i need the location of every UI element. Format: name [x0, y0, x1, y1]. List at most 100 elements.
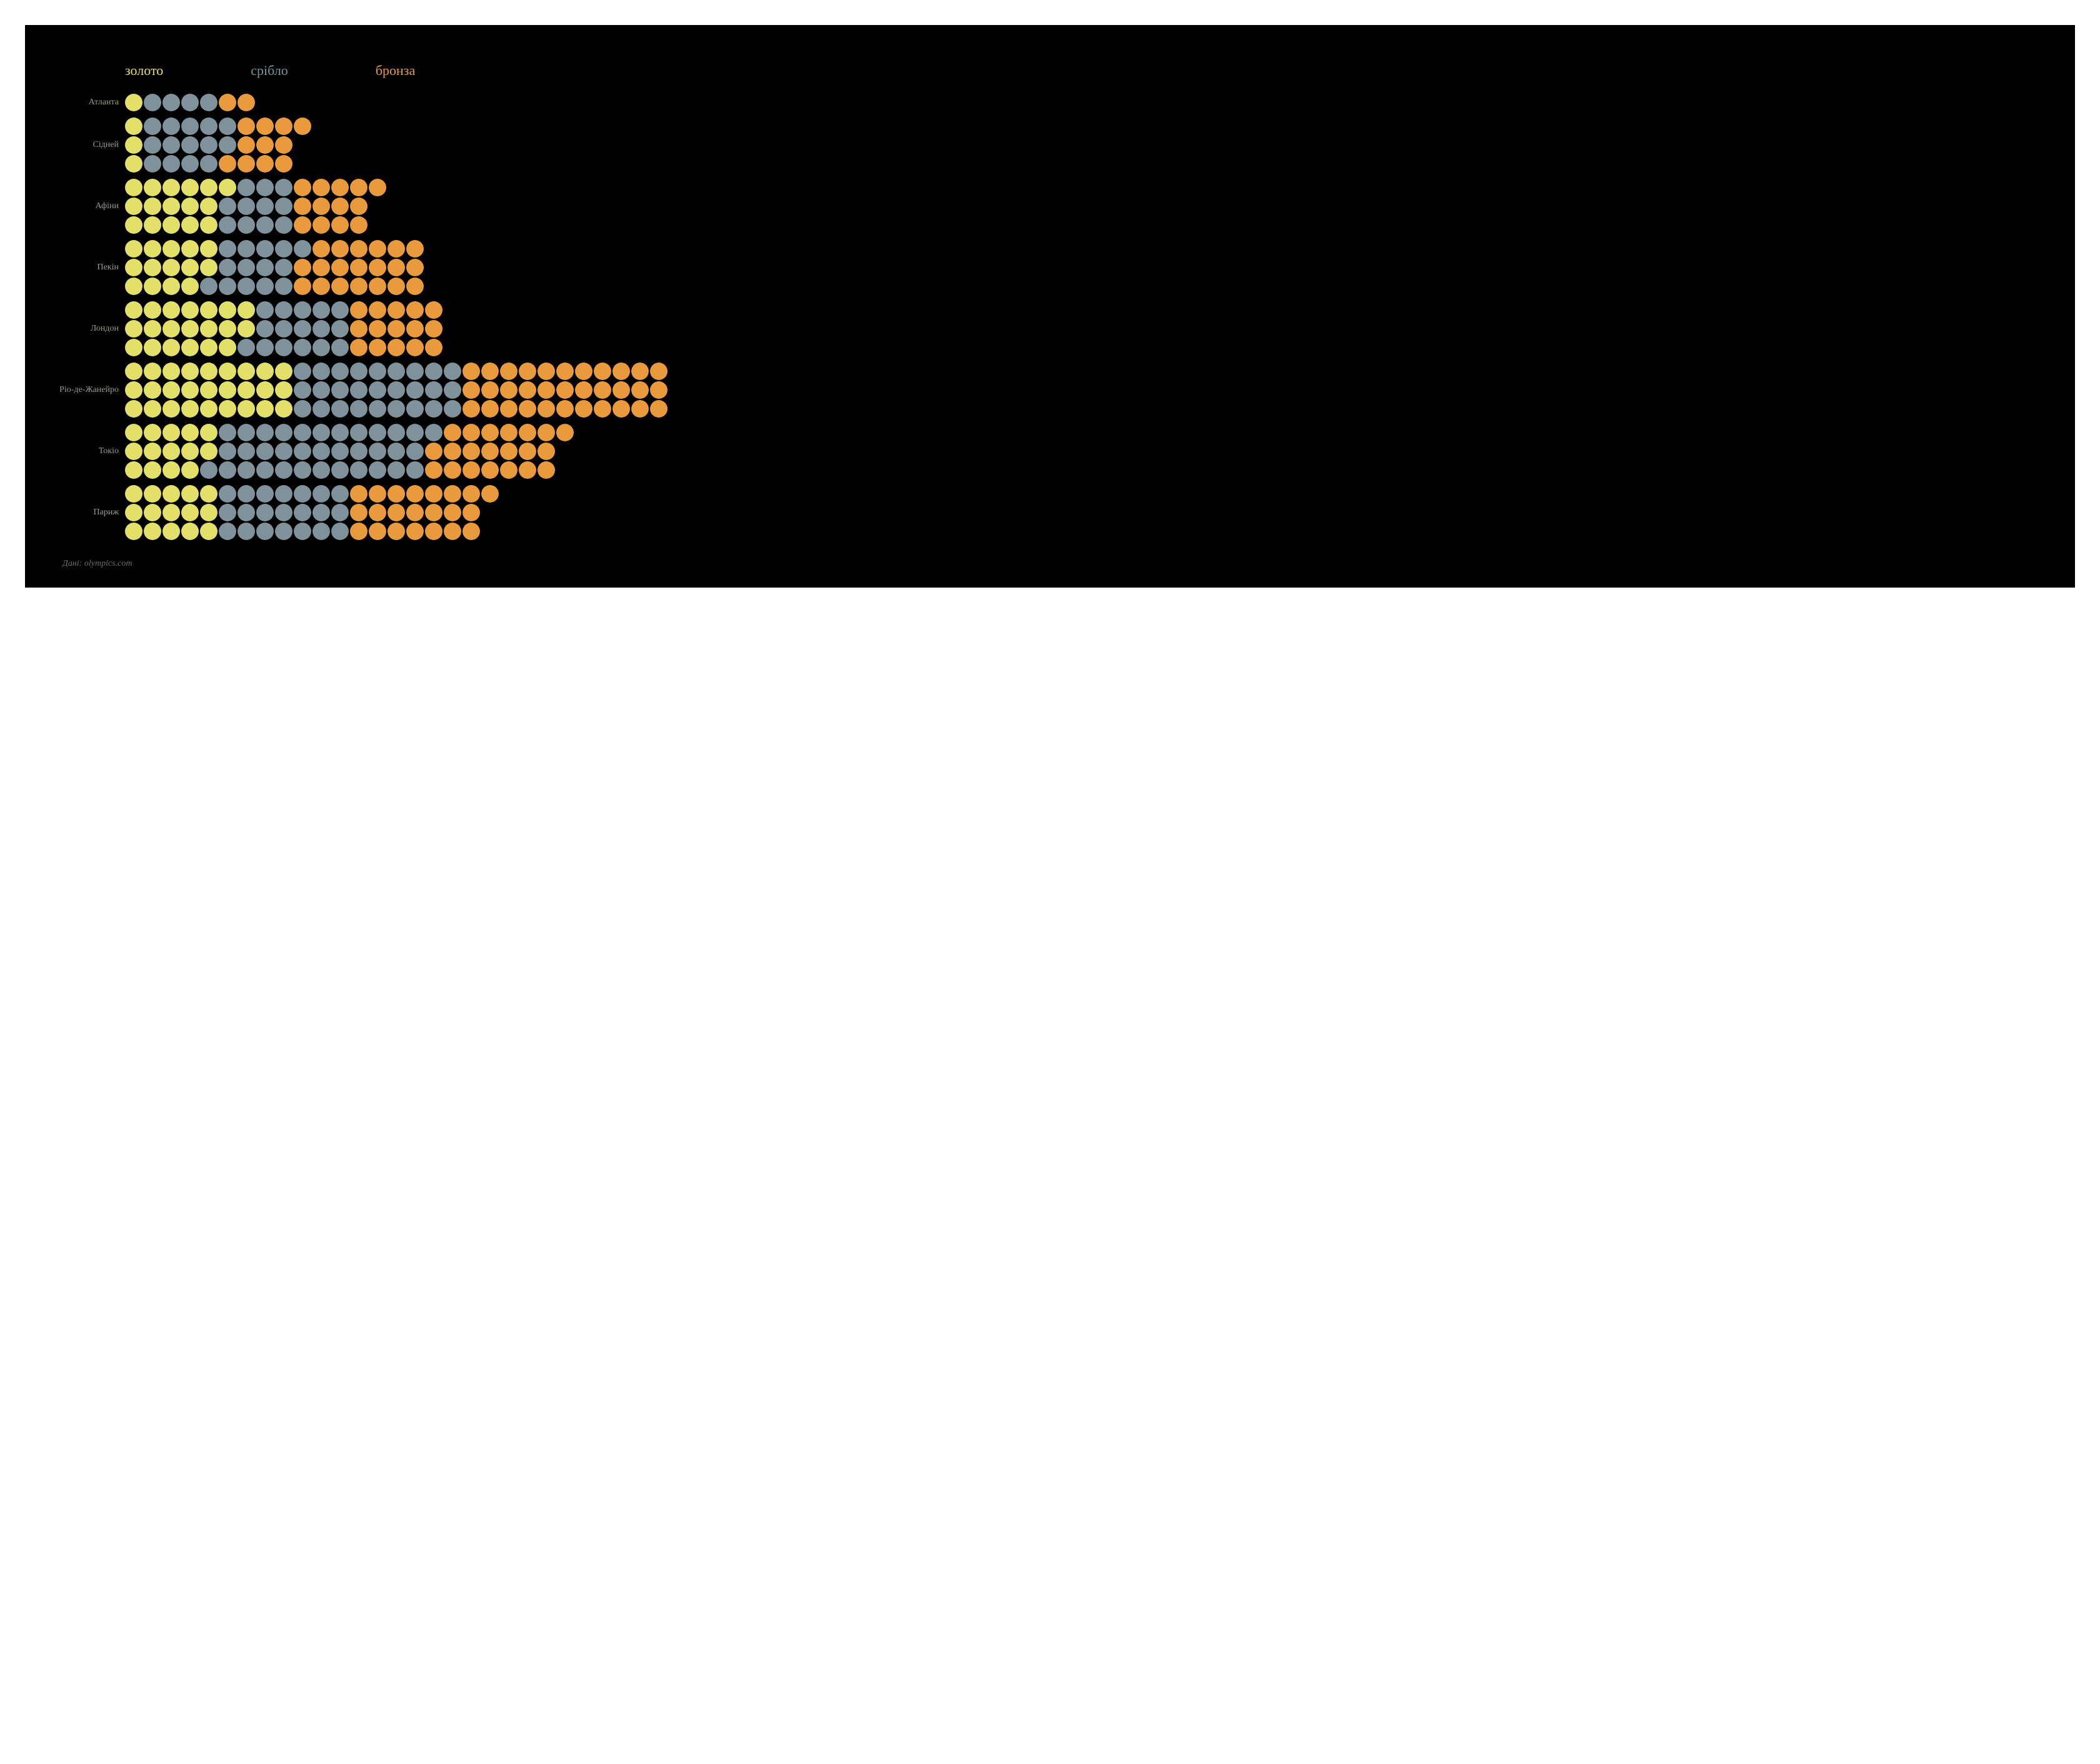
dot-line: [125, 198, 386, 215]
medal-dot-bronze: [575, 400, 592, 418]
medal-dot-gold: [200, 198, 218, 215]
medal-dot-bronze: [444, 443, 461, 460]
medal-dot-bronze: [369, 485, 386, 503]
medal-dot-gold: [200, 179, 218, 196]
dot-line: [125, 136, 311, 154]
row-label: Токіо: [50, 446, 125, 456]
medal-dot-silver: [275, 278, 292, 295]
medal-dot-bronze: [556, 381, 574, 399]
medal-dot-gold: [162, 443, 180, 460]
dot-line: [125, 320, 442, 338]
medal-dot-gold: [219, 179, 236, 196]
medal-dot-gold: [125, 94, 142, 111]
medal-dot-gold: [200, 424, 218, 441]
medal-dot-bronze: [275, 155, 292, 173]
medal-dot-gold: [162, 259, 180, 276]
row-label: Сідней: [50, 140, 125, 150]
medal-dot-silver: [238, 485, 255, 503]
medal-dot-silver: [294, 240, 311, 258]
medal-dot-bronze: [350, 198, 368, 215]
medal-dot-bronze: [519, 424, 536, 441]
medal-dot-gold: [125, 504, 142, 521]
medal-dot-gold: [144, 216, 161, 234]
medal-dot-silver: [294, 461, 311, 479]
medal-dot-silver: [294, 485, 311, 503]
medal-dot-silver: [200, 278, 218, 295]
dots-block: [125, 240, 424, 295]
medal-dot-bronze: [538, 381, 555, 399]
medal-dot-bronze: [312, 278, 330, 295]
medal-dot-gold: [219, 363, 236, 380]
row-label: Лондон: [50, 324, 125, 334]
medal-dot-bronze: [350, 504, 368, 521]
row-label: Атланта: [50, 98, 125, 108]
medal-dot-silver: [256, 485, 274, 503]
medal-dot-gold: [162, 461, 180, 479]
medal-dot-bronze: [369, 179, 386, 196]
medal-dot-silver: [219, 118, 236, 135]
medal-dot-silver: [275, 240, 292, 258]
medal-dot-silver: [444, 400, 461, 418]
medal-dot-gold: [181, 461, 199, 479]
medal-dot-silver: [256, 198, 274, 215]
medal-dot-silver: [219, 136, 236, 154]
medal-dot-bronze: [425, 504, 442, 521]
medal-dot-gold: [162, 523, 180, 540]
medal-dot-silver: [350, 443, 368, 460]
medal-row: Ріо-де-Жанейро: [50, 363, 2050, 418]
dots-block: [125, 179, 386, 234]
medal-dot-gold: [125, 339, 142, 356]
medal-dot-gold: [200, 259, 218, 276]
medal-dot-bronze: [556, 363, 574, 380]
medal-dot-silver: [219, 443, 236, 460]
medal-dot-gold: [219, 301, 236, 319]
medal-dot-bronze: [388, 339, 405, 356]
medal-dot-silver: [219, 278, 236, 295]
medal-dot-gold: [162, 198, 180, 215]
medal-row: Сідней: [50, 118, 2050, 173]
medal-dot-bronze: [369, 504, 386, 521]
medal-dot-gold: [144, 381, 161, 399]
medal-dot-bronze: [444, 424, 461, 441]
medal-dot-gold: [275, 363, 292, 380]
medal-dot-gold: [219, 320, 236, 338]
medal-dot-gold: [162, 240, 180, 258]
medal-dot-bronze: [612, 381, 630, 399]
medal-dot-gold: [238, 381, 255, 399]
medal-dot-silver: [312, 400, 330, 418]
medal-dot-silver: [350, 400, 368, 418]
medal-dot-silver: [388, 461, 405, 479]
medal-dot-bronze: [425, 320, 442, 338]
medal-dot-bronze: [406, 523, 424, 540]
medal-dot-bronze: [256, 118, 274, 135]
medal-dot-silver: [275, 424, 292, 441]
medal-dot-gold: [162, 301, 180, 319]
medal-dot-bronze: [406, 240, 424, 258]
medal-dot-bronze: [406, 485, 424, 503]
medal-dot-silver: [162, 136, 180, 154]
medal-dot-bronze: [500, 400, 518, 418]
medal-dot-bronze: [500, 461, 518, 479]
medal-dot-silver: [388, 424, 405, 441]
medal-dot-bronze: [294, 278, 311, 295]
medal-dot-bronze: [388, 504, 405, 521]
row-label: Афіни: [50, 201, 125, 211]
medal-dot-gold: [238, 363, 255, 380]
medal-dot-bronze: [462, 443, 480, 460]
medal-dot-gold: [256, 363, 274, 380]
medal-dot-gold: [181, 179, 199, 196]
medal-dot-bronze: [406, 301, 424, 319]
medal-dot-bronze: [388, 320, 405, 338]
medal-dot-bronze: [425, 301, 442, 319]
medal-dot-silver: [219, 424, 236, 441]
dot-line: [125, 504, 499, 521]
medal-dot-gold: [144, 443, 161, 460]
medal-dot-gold: [144, 179, 161, 196]
medal-dot-silver: [238, 240, 255, 258]
medal-dot-bronze: [481, 381, 499, 399]
medal-dot-gold: [162, 400, 180, 418]
dot-line: [125, 301, 442, 319]
dots-block: [125, 301, 442, 356]
medal-dot-bronze: [650, 400, 668, 418]
medal-dot-silver: [331, 504, 349, 521]
